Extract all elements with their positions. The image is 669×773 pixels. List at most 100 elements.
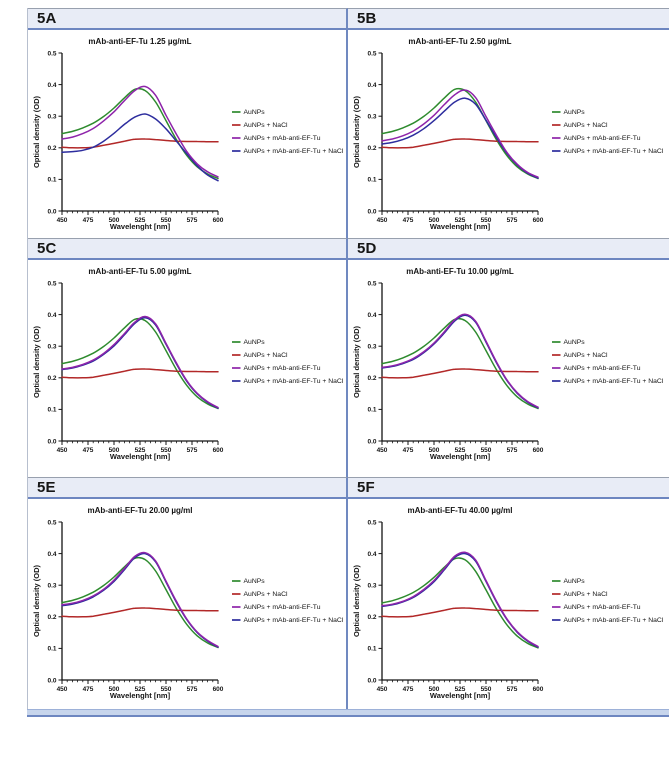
svg-text:AuNPs + NaCl: AuNPs + NaCl — [244, 122, 288, 129]
svg-text:475: 475 — [83, 686, 94, 693]
svg-text:AuNPs + mAb-anti-EF-Tu: AuNPs + mAb-anti-EF-Tu — [244, 135, 321, 142]
panel-header-5f: 5F — [348, 477, 669, 499]
chart-5d: mAb-anti-EF-Tu 10.00 µg/mL Optical densit… — [352, 267, 664, 461]
panel-header-5c: 5C — [28, 238, 348, 260]
svg-text:450: 450 — [57, 217, 68, 224]
svg-text:0.3: 0.3 — [367, 583, 376, 590]
svg-text:0.0: 0.0 — [47, 677, 56, 684]
svg-text:AuNPs: AuNPs — [244, 109, 266, 116]
svg-text:0.2: 0.2 — [47, 614, 56, 621]
svg-text:575: 575 — [187, 686, 198, 693]
svg-text:AuNPs: AuNPs — [564, 109, 586, 116]
svg-text:0.5: 0.5 — [47, 280, 56, 287]
svg-text:Optical density (OD): Optical density (OD) — [32, 325, 41, 398]
svg-text:0.3: 0.3 — [367, 114, 376, 121]
chart-5c: mAb-anti-EF-Tu 5.00 µg/mL Optical density… — [32, 267, 344, 461]
svg-text:600: 600 — [213, 686, 224, 693]
svg-text:0.1: 0.1 — [367, 177, 376, 184]
svg-text:0.1: 0.1 — [367, 407, 376, 414]
svg-text:0.0: 0.0 — [367, 438, 376, 445]
svg-text:AuNPs + NaCl: AuNPs + NaCl — [564, 591, 608, 598]
svg-text:600: 600 — [533, 686, 544, 693]
figure-grid: 5A 5B mAb-anti-EF-Tu 1.25 µg/mL Optical d… — [27, 8, 669, 709]
svg-text:0.0: 0.0 — [47, 438, 56, 445]
panel-5a: mAb-anti-EF-Tu 1.25 µg/mL Optical density… — [28, 30, 348, 238]
chart-5a: mAb-anti-EF-Tu 1.25 µg/mL Optical density… — [32, 37, 344, 231]
svg-text:525: 525 — [455, 217, 466, 224]
svg-text:0.4: 0.4 — [47, 312, 56, 319]
svg-text:0.4: 0.4 — [367, 551, 376, 558]
svg-text:550: 550 — [481, 447, 492, 454]
panel-5e: mAb-anti-EF-Tu 20.00 µg/ml Optical densit… — [28, 499, 348, 709]
svg-text:0.1: 0.1 — [47, 646, 56, 653]
svg-text:Wavelenght [nm]: Wavelenght [nm] — [110, 452, 171, 461]
svg-text:0.2: 0.2 — [367, 145, 376, 152]
svg-text:0.2: 0.2 — [47, 375, 56, 382]
svg-text:mAb-anti-EF-Tu 5.00 µg/mL: mAb-anti-EF-Tu 5.00 µg/mL — [88, 267, 191, 276]
svg-text:525: 525 — [135, 217, 146, 224]
panel-label-5a: 5A — [37, 10, 57, 27]
svg-text:0.5: 0.5 — [47, 50, 56, 57]
panel-header-5a: 5A — [28, 8, 348, 30]
svg-text:AuNPs + mAb-anti-EF-Tu + NaCl: AuNPs + mAb-anti-EF-Tu + NaCl — [244, 617, 344, 624]
svg-text:Wavelenght [nm]: Wavelenght [nm] — [430, 691, 491, 700]
svg-text:0.4: 0.4 — [47, 82, 56, 89]
svg-text:575: 575 — [187, 217, 198, 224]
svg-text:AuNPs + mAb-anti-EF-Tu: AuNPs + mAb-anti-EF-Tu — [564, 365, 641, 372]
svg-text:Optical density (OD): Optical density (OD) — [352, 564, 361, 637]
panel-label-5b: 5B — [357, 10, 377, 27]
svg-text:0.5: 0.5 — [47, 519, 56, 526]
panel-header-5d: 5D — [348, 238, 669, 260]
svg-text:575: 575 — [507, 686, 518, 693]
panel-label-5e: 5E — [37, 479, 56, 496]
svg-text:mAb-anti-EF-Tu 40.00 µg/ml: mAb-anti-EF-Tu 40.00 µg/ml — [408, 506, 513, 515]
svg-text:475: 475 — [403, 686, 414, 693]
svg-text:550: 550 — [481, 217, 492, 224]
svg-text:500: 500 — [109, 686, 120, 693]
svg-text:AuNPs + mAb-anti-EF-Tu + NaCl: AuNPs + mAb-anti-EF-Tu + NaCl — [564, 617, 664, 624]
svg-text:0.2: 0.2 — [47, 145, 56, 152]
svg-text:550: 550 — [481, 686, 492, 693]
svg-text:550: 550 — [161, 217, 172, 224]
svg-text:450: 450 — [57, 686, 68, 693]
svg-text:0.1: 0.1 — [47, 407, 56, 414]
svg-text:mAb-anti-EF-Tu 10.00 µg/mL: mAb-anti-EF-Tu 10.00 µg/mL — [406, 267, 514, 276]
svg-text:575: 575 — [187, 447, 198, 454]
svg-text:550: 550 — [161, 447, 172, 454]
panel-header-5e: 5E — [28, 477, 348, 499]
svg-text:0.1: 0.1 — [47, 177, 56, 184]
svg-text:mAb-anti-EF-Tu 1.25 µg/mL: mAb-anti-EF-Tu 1.25 µg/mL — [88, 37, 191, 46]
chart-5b: mAb-anti-EF-Tu 2.50 µg/mL Optical density… — [352, 37, 664, 231]
svg-text:Optical density (OD): Optical density (OD) — [352, 325, 361, 398]
svg-text:450: 450 — [377, 447, 388, 454]
svg-text:Optical density (OD): Optical density (OD) — [32, 95, 41, 168]
svg-text:Optical density (OD): Optical density (OD) — [32, 564, 41, 637]
svg-text:AuNPs: AuNPs — [564, 578, 586, 585]
panel-label-5c: 5C — [37, 240, 57, 257]
svg-text:600: 600 — [213, 447, 224, 454]
svg-text:0.3: 0.3 — [47, 344, 56, 351]
svg-text:AuNPs + mAb-anti-EF-Tu: AuNPs + mAb-anti-EF-Tu — [244, 365, 321, 372]
svg-text:500: 500 — [109, 447, 120, 454]
svg-text:600: 600 — [533, 217, 544, 224]
svg-text:475: 475 — [403, 447, 414, 454]
svg-text:AuNPs: AuNPs — [244, 578, 266, 585]
svg-text:600: 600 — [213, 217, 224, 224]
svg-text:0.3: 0.3 — [47, 114, 56, 121]
table-bottom-bar — [27, 709, 669, 717]
panel-5b: mAb-anti-EF-Tu 2.50 µg/mL Optical density… — [348, 30, 669, 238]
panel-5c: mAb-anti-EF-Tu 5.00 µg/mL Optical density… — [28, 260, 348, 477]
svg-text:500: 500 — [429, 686, 440, 693]
svg-text:AuNPs: AuNPs — [564, 339, 586, 346]
panel-label-5f: 5F — [357, 479, 375, 496]
svg-text:0.1: 0.1 — [367, 646, 376, 653]
svg-text:AuNPs + mAb-anti-EF-Tu: AuNPs + mAb-anti-EF-Tu — [564, 135, 641, 142]
svg-text:475: 475 — [83, 447, 94, 454]
svg-text:Optical density (OD): Optical density (OD) — [352, 95, 361, 168]
svg-text:0.0: 0.0 — [47, 208, 56, 215]
svg-text:525: 525 — [135, 447, 146, 454]
svg-text:450: 450 — [377, 217, 388, 224]
panel-label-5d: 5D — [357, 240, 377, 257]
svg-text:0.5: 0.5 — [367, 50, 376, 57]
svg-text:Wavelenght [nm]: Wavelenght [nm] — [110, 222, 171, 231]
